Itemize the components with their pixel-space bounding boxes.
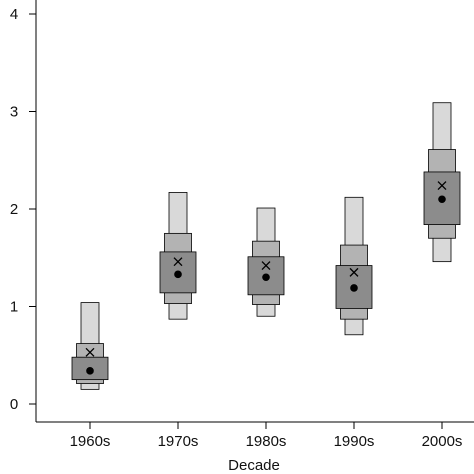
x-tick-label: 1990s: [334, 433, 375, 450]
x-tick-label: 2000s: [422, 433, 463, 450]
box-1980s: [247, 207, 285, 317]
y-tick-label: 0: [10, 396, 18, 413]
mean-marker: [85, 347, 95, 357]
mean-marker: [437, 181, 447, 191]
median-marker: [350, 284, 358, 292]
y-tick-label: 4: [10, 6, 18, 23]
y-tick-label: 2: [10, 201, 18, 218]
box-2000s: [423, 102, 461, 263]
chart-axes: 0 1 2 3 4 1960s 1970s 1980s 1990s 2000s: [10, 0, 474, 450]
median-marker: [262, 273, 270, 282]
median-marker: [438, 195, 446, 204]
x-tick-label: 1970s: [158, 433, 199, 450]
box-groups: [71, 102, 461, 390]
x-tick-label: 1980s: [246, 433, 287, 450]
y-tick-label: 1: [10, 299, 18, 316]
box-1990s: [335, 196, 373, 336]
mean-marker: [261, 261, 271, 271]
box-1970s: [159, 192, 197, 320]
mean-marker: [349, 267, 359, 277]
median-marker: [174, 270, 182, 279]
x-tick-label: 1960s: [70, 433, 111, 450]
median-marker: [86, 367, 94, 375]
x-axis-label: Decade: [228, 457, 280, 474]
mean-marker: [173, 257, 183, 267]
y-tick-label: 3: [10, 104, 18, 121]
box-1960s: [71, 302, 109, 390]
